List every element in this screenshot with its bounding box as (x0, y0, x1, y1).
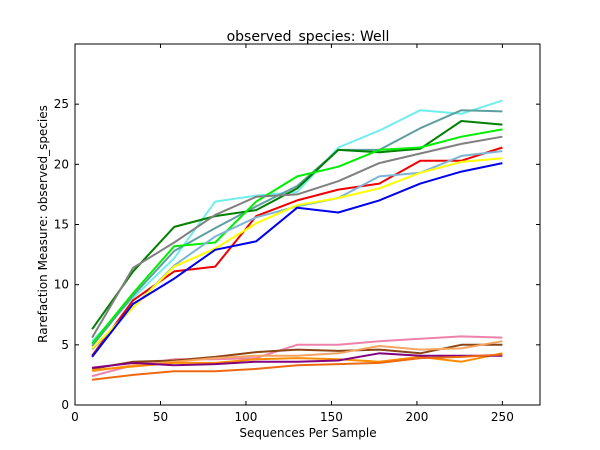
x-tick-label: 250 (491, 410, 514, 424)
y-tick-label: 25 (54, 97, 69, 111)
series-lines (91, 99, 503, 381)
x-tick-label: 0 (71, 410, 79, 424)
series-line-9 (91, 162, 503, 358)
series-line-15 (91, 353, 503, 381)
x-tick-label: 150 (320, 410, 343, 424)
x-axis-label: Sequences Per Sample (239, 426, 376, 440)
axis-ticks: 0 50 100 150 200 250 0 5 10 15 20 25 (54, 44, 540, 424)
y-axis-label: Rarefaction Measure: observed_species (36, 105, 50, 343)
series-line-3 (91, 120, 503, 330)
series-line-8 (91, 157, 503, 350)
series-line-11 (91, 343, 503, 370)
series-line-1 (91, 99, 503, 342)
x-tick-label: 100 (235, 410, 258, 424)
y-tick-label: 10 (54, 278, 69, 292)
x-tick-label: 50 (153, 410, 168, 424)
series-line-4 (91, 128, 503, 345)
y-tick-label: 20 (54, 157, 69, 171)
x-tick-label: 200 (405, 410, 428, 424)
series-line-12 (91, 340, 503, 373)
y-tick-label: 0 (61, 398, 69, 412)
series-line-2 (91, 109, 503, 347)
chart-title: observed_species: Well (227, 29, 390, 45)
y-tick-label: 15 (54, 218, 69, 232)
series-line-14 (91, 352, 503, 369)
series-line-5 (91, 135, 503, 339)
y-tick-label: 5 (61, 338, 69, 352)
